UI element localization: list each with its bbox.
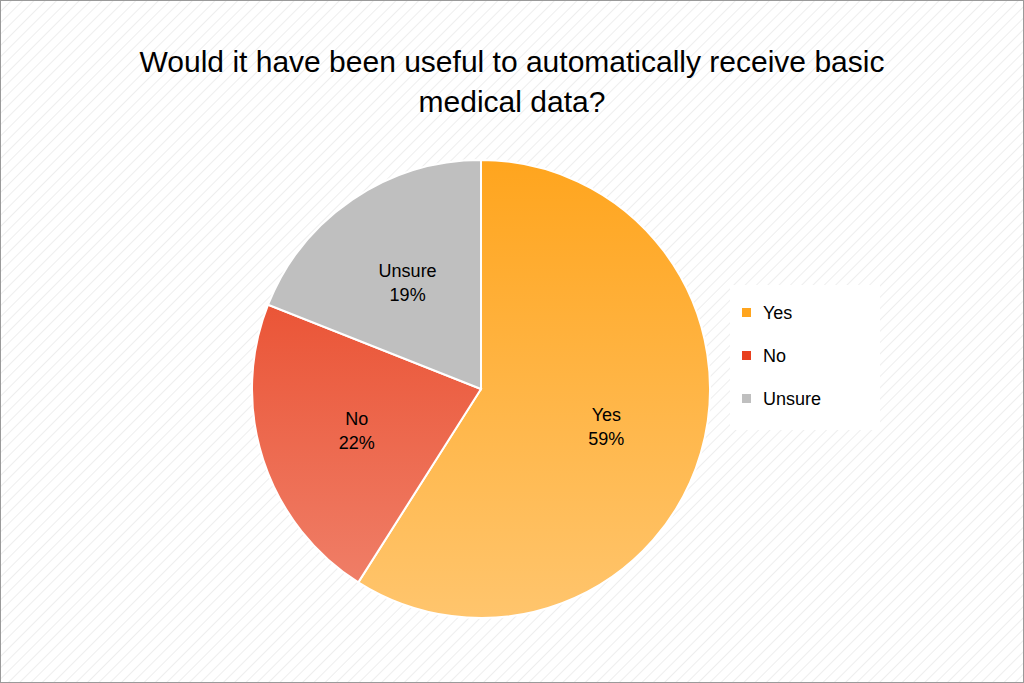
- data-label-category: Unsure: [379, 261, 437, 281]
- legend-label: Unsure: [763, 389, 821, 409]
- data-label-value: 59%: [588, 429, 624, 449]
- legend: Yes No Unsure: [730, 285, 880, 430]
- legend-swatch: [742, 308, 751, 317]
- legend-label: Yes: [763, 303, 792, 323]
- chart-container: Would it have been useful to automatical…: [0, 0, 1024, 683]
- chart-svg: Would it have been useful to automatical…: [0, 0, 1024, 683]
- title-line: Would it have been useful to automatical…: [140, 45, 885, 78]
- slices: [252, 160, 710, 618]
- legend-background: [730, 285, 880, 430]
- background: [1, 1, 1024, 683]
- legend-swatch: [742, 351, 751, 360]
- data-label-category: Yes: [592, 405, 621, 425]
- title-line: medical data?: [419, 85, 606, 118]
- data-labels: Yes 59% No 22% Unsure 19%: [339, 261, 625, 453]
- data-label-value: 19%: [390, 285, 426, 305]
- title: Would it have been useful to automatical…: [140, 45, 885, 118]
- legend-label: No: [763, 346, 786, 366]
- pie-slice: [268, 160, 481, 389]
- data-label-value: 22%: [339, 433, 375, 453]
- legend-swatch: [742, 394, 751, 403]
- data-label-category: No: [345, 409, 368, 429]
